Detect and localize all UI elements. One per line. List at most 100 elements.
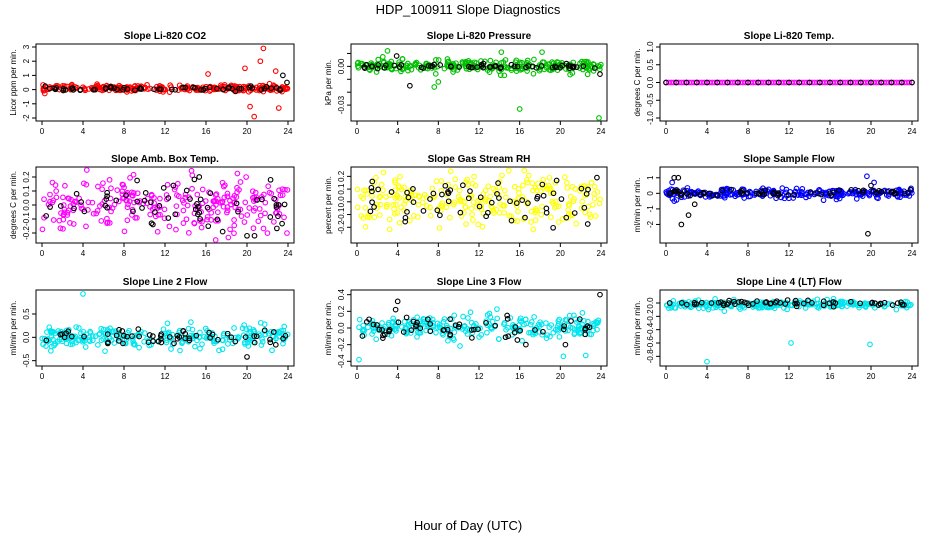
data-point	[205, 71, 211, 77]
reference-point	[158, 339, 165, 346]
data-point	[49, 199, 56, 206]
data-point	[898, 190, 905, 197]
data-point	[265, 330, 272, 337]
data-point	[160, 326, 167, 333]
data-point	[224, 204, 231, 210]
data-point	[147, 211, 154, 218]
data-point	[204, 214, 211, 220]
data-point	[444, 56, 451, 62]
reference-point	[522, 214, 528, 221]
reference-point	[775, 190, 781, 196]
plot-frame	[35, 43, 295, 122]
reference-point	[772, 299, 779, 306]
y-axis-label: ml/min per min.	[633, 178, 642, 233]
data-point	[227, 226, 233, 233]
reference-point	[207, 190, 214, 197]
data-points	[663, 173, 915, 237]
data-point	[528, 219, 534, 225]
reference-point	[570, 63, 576, 70]
reference-point	[174, 335, 181, 342]
reference-point	[457, 209, 464, 216]
data-point	[560, 215, 566, 222]
reference-point	[405, 194, 412, 201]
reference-point	[219, 228, 226, 235]
data-point	[801, 301, 808, 308]
data-point	[443, 204, 449, 211]
data-point	[549, 59, 555, 65]
reference-point	[375, 62, 382, 68]
reference-point	[134, 177, 140, 184]
reference-point	[232, 88, 239, 95]
data-point	[438, 178, 445, 184]
reference-point	[78, 199, 85, 205]
data-point	[687, 304, 694, 311]
reference-point	[57, 203, 64, 209]
reference-point	[376, 326, 383, 333]
reference-point	[379, 327, 385, 333]
reference-point	[235, 208, 241, 215]
reference-point	[514, 337, 521, 343]
reference-point	[386, 326, 393, 333]
data-point	[511, 217, 517, 224]
reference-point	[400, 329, 407, 335]
reference-point	[700, 189, 707, 196]
reference-point	[370, 321, 377, 328]
reference-point	[258, 86, 265, 93]
reference-point	[471, 326, 477, 333]
x-tick-label: 0	[355, 249, 360, 258]
data-point	[272, 68, 279, 74]
reference-point	[532, 327, 538, 333]
data-point	[76, 325, 82, 331]
data-point	[121, 228, 128, 235]
reference-point	[663, 79, 669, 86]
x-tick-label: 12	[475, 127, 484, 136]
reference-point	[477, 194, 484, 201]
reference-point	[102, 86, 109, 92]
data-point	[721, 308, 728, 314]
reference-point	[180, 84, 186, 91]
reference-point	[374, 322, 380, 328]
data-point	[570, 198, 577, 205]
data-point	[447, 214, 453, 221]
x-tick-label: 4	[705, 127, 710, 136]
data-point	[40, 341, 47, 347]
reference-point	[504, 312, 510, 319]
data-point	[111, 340, 118, 346]
reference-point	[857, 79, 864, 86]
reference-point	[277, 87, 284, 94]
reference-point	[704, 79, 710, 86]
data-point	[154, 228, 161, 235]
data-point	[82, 344, 89, 350]
data-point	[260, 45, 267, 52]
x-tick-label: 0	[355, 372, 360, 381]
data-point	[261, 191, 267, 198]
plot-frame	[35, 166, 295, 244]
data-point	[377, 201, 384, 208]
data-point	[497, 72, 504, 79]
reference-point	[684, 190, 690, 197]
data-point	[816, 187, 822, 193]
data-point	[579, 198, 586, 205]
plot-frame	[350, 43, 608, 122]
reference-point	[437, 62, 444, 68]
reference-point	[394, 298, 401, 305]
y-tick-label: 1.0	[646, 41, 655, 53]
data-point	[237, 179, 244, 185]
data-point	[89, 337, 96, 344]
reference-point	[794, 300, 800, 307]
reference-point	[683, 301, 690, 308]
data-point	[92, 333, 99, 339]
data-point	[490, 185, 497, 192]
data-point	[243, 174, 249, 180]
data-point	[435, 57, 442, 63]
reference-point	[43, 213, 49, 219]
reference-point	[253, 333, 260, 340]
reference-point	[826, 300, 833, 307]
data-point	[429, 185, 436, 192]
data-point	[128, 189, 135, 196]
data-point	[58, 210, 64, 217]
reference-point	[909, 79, 915, 86]
data-point	[242, 65, 248, 72]
x-tick-label: 4	[705, 249, 710, 258]
data-point	[546, 174, 553, 181]
